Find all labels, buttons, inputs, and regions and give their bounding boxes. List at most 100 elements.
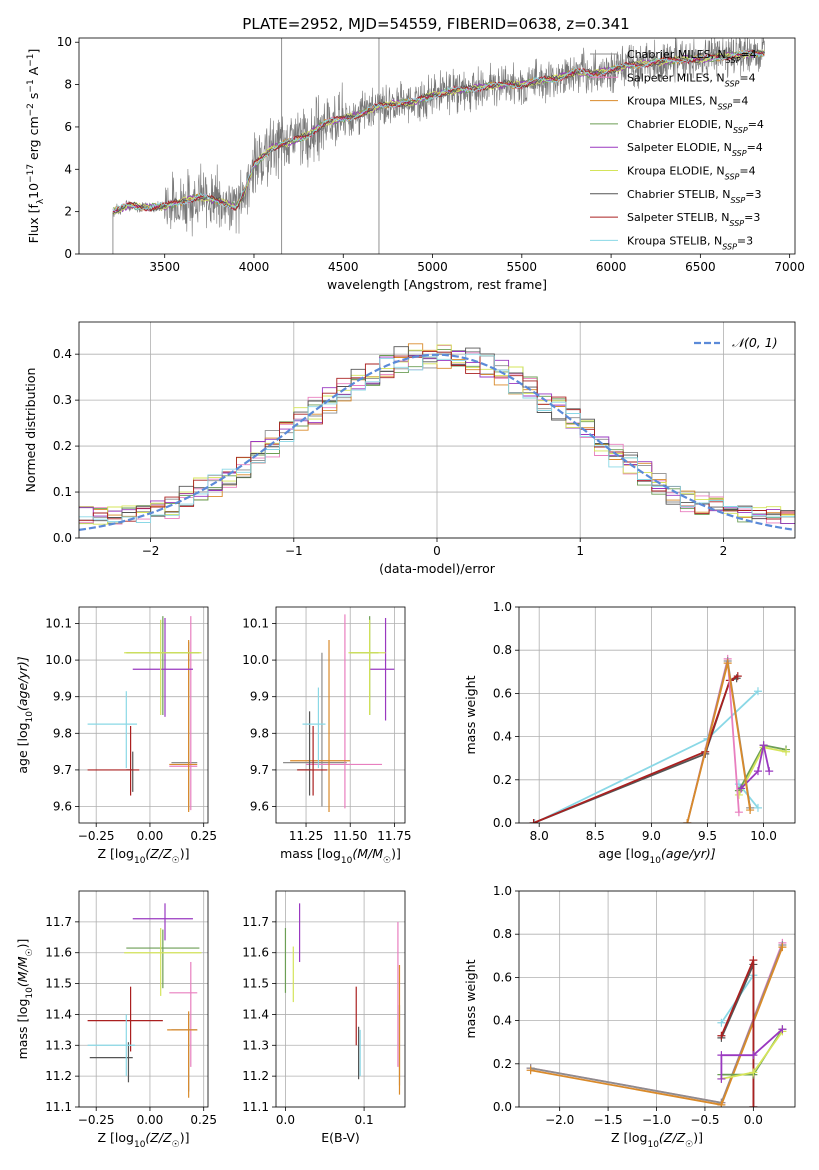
- legend-entry: Kroupa STELIB, NSSP=3: [627, 234, 753, 251]
- legend-sub: SSP: [725, 172, 740, 181]
- weight-marker: [734, 808, 743, 817]
- errorbar-point: [87, 1014, 135, 1077]
- x-tick-label: 0: [433, 544, 441, 558]
- label-part: −17: [26, 164, 36, 183]
- errorbar-point: [169, 616, 198, 811]
- x-tick-label: 4500: [328, 260, 359, 274]
- weight-line: [720, 1028, 784, 1079]
- y-tick-label: 10.0: [242, 653, 269, 667]
- errorbar-point: [290, 639, 351, 813]
- errorbar-point: [306, 614, 383, 809]
- weight-marker: [749, 1103, 758, 1107]
- residuals-panel: −2 −1 0 1 2 0.0 0.1 0.2 0.3 0.4 (data-model)/error…: [23, 321, 796, 576]
- label-part: (age/yr)]: [661, 846, 716, 861]
- legend-tail: =4: [747, 141, 763, 154]
- label-part: λ: [36, 198, 46, 204]
- y-tick-label: 0: [64, 247, 72, 261]
- errorbar-point: [283, 652, 347, 807]
- y-tick-label: 6: [64, 120, 72, 134]
- axes-frame: [78, 37, 796, 255]
- legend-entry: Kroupa MILES, NSSP=4: [627, 95, 748, 112]
- axes-frame: [78, 321, 796, 539]
- weight-marker: [746, 806, 755, 815]
- x-tick-label: 8.0: [530, 829, 549, 843]
- legend-tail: =3: [737, 234, 753, 247]
- legend-tail: =4: [732, 95, 748, 108]
- x-tick-label: 9.5: [698, 829, 717, 843]
- y-tick-label: 0.1: [53, 485, 72, 499]
- errorbar-point: [124, 619, 202, 715]
- extinction-mass-panel: 0.0 0.1 11.1 11.2 11.3 11.4 11.5 11.6 11.7 E(B-V): [242, 890, 406, 1145]
- y-tick-label: 1.0: [493, 600, 512, 614]
- x-tick-label: −0.25: [78, 829, 115, 843]
- weight-marker: [778, 1025, 787, 1034]
- weight-marker: [765, 767, 774, 776]
- label-part: Z [log: [98, 846, 134, 861]
- legend-text: Kroupa ELODIE, N: [627, 165, 725, 178]
- x-tick-label: 8.5: [586, 829, 605, 843]
- x-tick-label: −0.5: [690, 1113, 719, 1127]
- weight-marker: [749, 956, 758, 965]
- label-part: 10: [134, 856, 146, 866]
- weight-line: [721, 1028, 784, 1076]
- legend-sub: SSP: [731, 195, 746, 204]
- x-axis-label: Z [log10(Z/Z☉)]: [611, 1130, 703, 1150]
- y-axis-label: mass weight: [463, 959, 478, 1038]
- weight-marker: [749, 1051, 758, 1060]
- x-tick-label: 6000: [596, 260, 627, 274]
- y-tick-label: 9.7: [250, 763, 269, 777]
- x-tick-label: 0.00: [137, 829, 164, 843]
- errorbar-point: [87, 986, 163, 1052]
- x-tick-label: 0.25: [190, 1113, 217, 1127]
- label-part: 10: [26, 183, 41, 199]
- label-part: −2: [26, 103, 36, 116]
- x-tick-label: 11.75: [377, 829, 411, 843]
- legend-text: Chabrier MILES, N: [627, 48, 726, 61]
- metallicity-age-panel: −0.25 0.00 0.259.69.79.89.910.010.1Z [log1…: [15, 606, 217, 866]
- legend-tail: =4: [740, 48, 756, 61]
- y-tick-label: 0.0: [493, 816, 512, 830]
- x-axis-label: Z [log10(Z/Z☉)]: [98, 1130, 190, 1150]
- y-tick-label: 10.1: [45, 616, 72, 630]
- y-tick-label: 0.8: [493, 927, 512, 941]
- errorbar-point: [132, 617, 193, 717]
- y-tick-label: 9.8: [250, 726, 269, 740]
- y-tick-label: 11.5: [242, 977, 269, 991]
- label-part: (Z/Z: [659, 1130, 686, 1145]
- label-part: )]: [693, 1130, 703, 1145]
- x-tick-label: 11.25: [289, 829, 323, 843]
- legend-sub: SSP: [732, 149, 747, 158]
- y-tick-label: 11.6: [45, 946, 72, 960]
- weight-marker: [717, 1031, 726, 1040]
- x-axis-label: age [log10(age/yr)]: [598, 846, 715, 866]
- page-title: PLATE=2952, MJD=54559, FIBERID=0638, z=0…: [242, 15, 629, 33]
- y-tick-label: 9.9: [53, 690, 72, 704]
- legend-entry: Salpeter ELODIE, NSSP=4: [627, 141, 763, 158]
- weight-line: [686, 660, 751, 823]
- normal-curve: [79, 353, 795, 531]
- x-tick-label: 5500: [507, 260, 538, 274]
- y-tick-label: 11.3: [45, 1038, 72, 1052]
- legend-sub: SSP: [733, 125, 748, 134]
- label-part: ☉: [685, 1140, 693, 1150]
- label-part: age [log: [598, 846, 649, 861]
- plot-area: [112, 38, 765, 254]
- y-tick-label: 11.6: [242, 946, 269, 960]
- x-axis-label: E(B-V): [321, 1130, 360, 1145]
- y-tick-label: 11.7: [242, 915, 269, 929]
- y-tick-label: 4: [64, 162, 72, 176]
- y-tick-label: 0.8: [493, 643, 512, 657]
- legend-sub: SSP: [729, 219, 744, 228]
- y-tick-label: 0.4: [493, 1014, 512, 1028]
- y-tick-label: 0.0: [53, 531, 72, 545]
- x-tick-label: 9.0: [642, 829, 661, 843]
- weight-line: [740, 745, 771, 790]
- weight-marker: [530, 819, 539, 823]
- x-tick-label: 7000: [774, 260, 805, 274]
- errorbar-point: [297, 725, 328, 796]
- mass-age-panel: 11.25 11.50 11.75 9.6 9.7 9.8 9.9 10.0 10.1 mass …: [242, 606, 412, 866]
- weight-line: [533, 675, 739, 823]
- label-part: 10: [25, 987, 35, 999]
- label-part: ]: [26, 49, 41, 54]
- x-tick-label: −1: [285, 544, 303, 558]
